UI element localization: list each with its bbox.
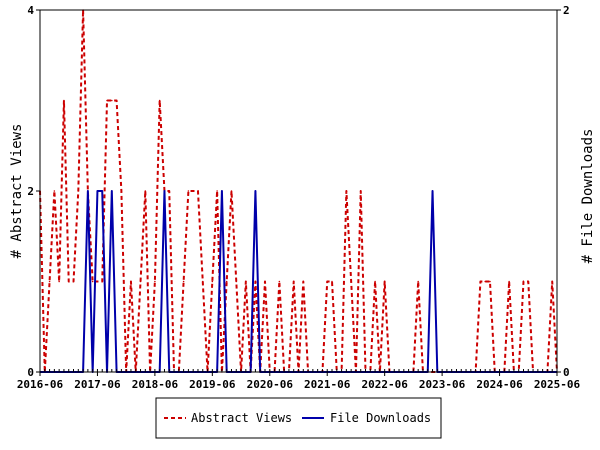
data-point-abstract-views (345, 190, 348, 192)
data-point-abstract-views (302, 280, 305, 283)
data-point-abstract-views (96, 280, 99, 283)
x-tick-label: 2022-06 (361, 378, 408, 391)
data-point-abstract-views (115, 99, 118, 102)
x-tick-label: 2018-06 (132, 378, 179, 391)
data-point-abstract-views (120, 190, 123, 192)
data-point-abstract-views (106, 99, 108, 102)
data-point-abstract-views (235, 280, 238, 283)
x-tick-label: 2023-06 (419, 378, 466, 391)
data-point-file-downloads (101, 190, 104, 192)
y-axis-right: 02 (557, 4, 570, 379)
data-point-abstract-views (326, 280, 329, 283)
data-point-abstract-views (383, 280, 386, 283)
data-point-abstract-views (551, 280, 554, 283)
data-point-file-downloads (254, 190, 257, 192)
data-point-abstract-views (201, 280, 204, 283)
legend-box (155, 397, 442, 439)
data-point-abstract-views (77, 190, 80, 192)
data-point-abstract-views (144, 190, 147, 192)
data-point-abstract-views (187, 190, 190, 192)
data-point-abstract-views (53, 190, 56, 192)
plot-area (40, 10, 557, 372)
y-axis-left: 0 2 4 (27, 4, 40, 379)
data-point-abstract-views (192, 190, 194, 192)
data-point-abstract-views (67, 280, 70, 283)
data-point-abstract-views (508, 280, 510, 283)
data-point-abstract-views (374, 280, 376, 283)
data-point-abstract-views (91, 280, 94, 283)
data-point-abstract-views (417, 280, 419, 283)
data-point-abstract-views (527, 280, 530, 283)
data-point-abstract-views (479, 280, 482, 283)
data-point-abstract-views (331, 280, 333, 283)
y-left-tick-label: 2 (27, 185, 34, 198)
data-point-file-downloads (111, 190, 113, 192)
x-tick-label: 2021-06 (304, 378, 351, 391)
x-axis: 2016-06 2017-06 2018-06 2019-06 2020-06 2021-… (17, 369, 581, 391)
x-tick-label: 2025-06 (534, 378, 581, 391)
y-right-tick-label: 0 (563, 366, 570, 379)
data-point-abstract-views (48, 280, 51, 283)
data-point-abstract-views (154, 280, 156, 283)
data-point-abstract-views (72, 280, 75, 283)
data-point-abstract-views (197, 190, 199, 192)
y-axis-left-title: # Abstract Views (9, 124, 25, 259)
data-point-abstract-views (489, 280, 491, 283)
data-point-abstract-views (168, 190, 171, 192)
x-tick-label: 2020-06 (247, 378, 294, 391)
y-left-tick-label: 4 (27, 4, 34, 17)
data-point-abstract-views (522, 280, 525, 283)
data-point-abstract-views (484, 280, 486, 283)
data-point-abstract-views (130, 280, 132, 283)
data-point-file-downloads (96, 190, 99, 192)
legend-label-file-downloads: File Downloads (330, 411, 431, 425)
data-point-abstract-views (216, 190, 218, 192)
data-point-abstract-views (264, 280, 266, 283)
data-point-file-downloads (163, 190, 166, 192)
data-point-abstract-views (182, 280, 185, 283)
x-tick-label: 2016-06 (17, 378, 64, 391)
data-point-abstract-views (278, 280, 281, 283)
data-point-abstract-views (139, 280, 142, 283)
legend-label-abstract-views: Abstract Views (191, 411, 292, 425)
data-point-abstract-views (63, 99, 65, 102)
y-right-tick-label: 2 (563, 4, 570, 17)
data-point-abstract-views (292, 280, 295, 283)
data-point-abstract-views (211, 280, 214, 283)
data-point-file-downloads (87, 190, 89, 192)
data-point-abstract-views (359, 190, 362, 192)
data-point-abstract-views (245, 280, 247, 283)
legend: Abstract Views File Downloads (155, 397, 442, 439)
x-tick-label: 2024-06 (476, 378, 523, 391)
data-point-abstract-views (350, 280, 352, 283)
data-point-abstract-views (225, 280, 228, 283)
data-point-file-downloads (431, 190, 434, 192)
y-left-tick-label: 0 (27, 366, 34, 379)
data-point-abstract-views (254, 280, 257, 283)
data-point-file-downloads (221, 190, 223, 192)
y-axis-right-title: # File Downloads (580, 129, 596, 264)
data-point-abstract-views (101, 280, 104, 283)
x-tick-label: 2017-06 (74, 378, 121, 391)
x-tick-label: 2019-06 (189, 378, 236, 391)
data-point-abstract-views (58, 280, 60, 283)
data-point-abstract-views (158, 99, 161, 102)
data-point-abstract-views (230, 190, 233, 192)
data-point-abstract-views (111, 99, 113, 102)
